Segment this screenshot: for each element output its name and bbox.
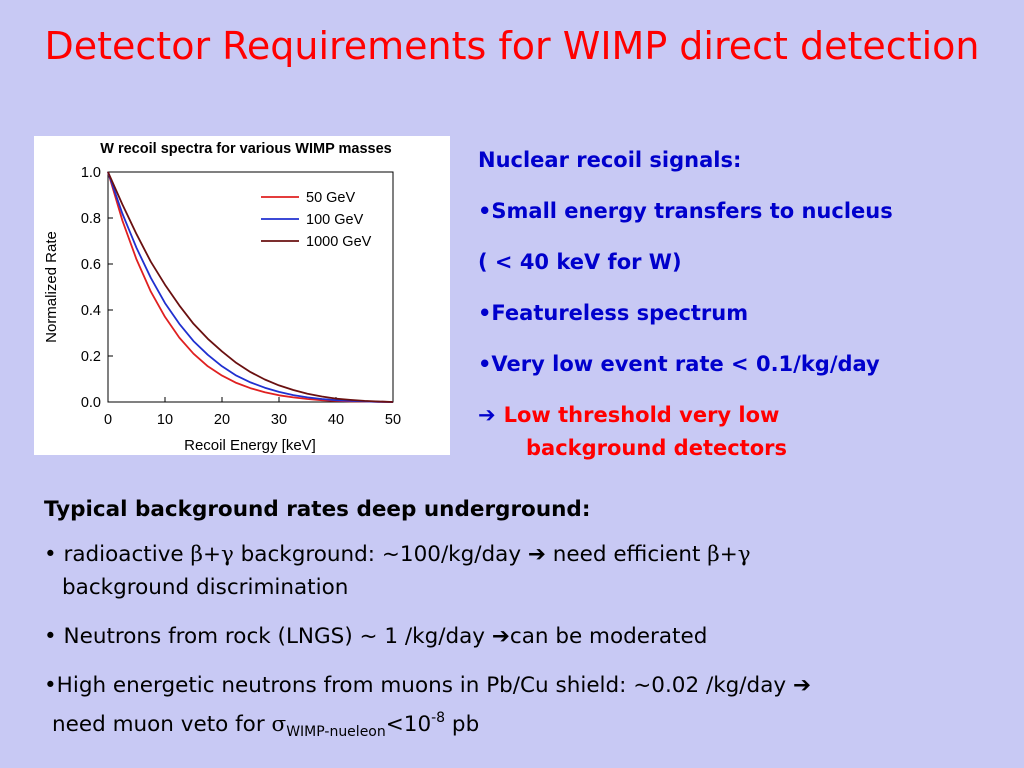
radioactive-rate: background: ~100/kg/day [233, 542, 528, 567]
y-tick-label: 0.8 [81, 211, 101, 227]
recoil-bullet-2: ( < 40 keV for W) [478, 250, 682, 274]
need-efficient-text: need efficient [545, 542, 708, 567]
legend-label: 50 GeV [306, 190, 355, 206]
sigma-subscript: WIMP-nueleon [286, 724, 386, 740]
moderated-text: can be moderated [509, 624, 708, 649]
chart-title: W recoil spectra for various WIMP masses [100, 141, 391, 157]
x-tick-label: 30 [271, 412, 287, 428]
conclusion-line-2: background detectors [526, 436, 788, 460]
recoil-bullet-4: •Very low event rate < 0.1/kg/day [478, 352, 880, 376]
y-tick-label: 0.6 [81, 257, 101, 273]
bullet-neutrons-rock: • Neutrons from rock (LNGS) ~ 1 /kg/day … [44, 620, 1004, 653]
conclusion-line-1: ➔ Low threshold very low [478, 399, 1008, 432]
arrow-right-icon: ➔ [491, 624, 510, 649]
arrow-right-icon: ➔ [527, 542, 546, 567]
x-tick-label: 40 [328, 412, 344, 428]
background-rates-section: Typical background rates deep undergroun… [44, 494, 1004, 749]
plot-frame [107, 171, 394, 403]
gamma-symbol: γ [737, 542, 751, 567]
gamma-symbol: γ [220, 542, 234, 567]
y-tick-label: 0.4 [81, 303, 101, 319]
slide-title: Detector Requirements for WIMP direct de… [44, 24, 980, 68]
series-line-2 [107, 171, 394, 403]
background-heading: Typical background rates deep undergroun… [44, 497, 591, 522]
nuclear-recoil-panel: Nuclear recoil signals: •Small energy tr… [478, 144, 1008, 465]
y-tick-label: 0.0 [81, 395, 101, 411]
conclusion-text-1: Low threshold very low [503, 403, 780, 427]
exponent: -8 [431, 710, 446, 726]
bullet-muon-neutrons: •High energetic neutrons from muons in P… [44, 669, 1004, 702]
neutrons-rock-text: • Neutrons from rock (LNGS) ~ 1 /kg/day [44, 624, 492, 649]
beta-symbol: β [707, 542, 720, 567]
recoil-spectra-chart: W recoil spectra for various WIMP masses… [34, 136, 450, 455]
beta-symbol: β [190, 542, 203, 567]
plus-sign: + [202, 542, 221, 567]
recoil-heading: Nuclear recoil signals: [478, 148, 742, 172]
bullet-radioactive-text: • radioactive [44, 542, 191, 567]
y-tick-label: 1.0 [81, 165, 101, 181]
bullet-muon-veto: need muon veto for σWIMP-nueleon<10-8 pb [44, 702, 1004, 749]
bullet-radioactive: • radioactive β+γ background: ~100/kg/da… [44, 538, 1004, 571]
x-tick-label: 0 [104, 412, 112, 428]
x-tick-label: 10 [157, 412, 173, 428]
chart-svg: W recoil spectra for various WIMP masses… [43, 141, 401, 454]
recoil-bullet-3: •Featureless spectrum [478, 301, 749, 325]
arrow-right-icon: ➔ [478, 403, 496, 427]
less-than-ten: <10 [385, 712, 432, 737]
x-tick-label: 50 [385, 412, 401, 428]
x-tick-label: 20 [214, 412, 230, 428]
sigma-symbol: σ [271, 712, 287, 737]
arrow-right-icon: ➔ [792, 673, 811, 698]
plus-sign: + [719, 542, 738, 567]
x-axis-label: Recoil Energy [keV] [184, 437, 316, 454]
recoil-bullet-1: •Small energy transfers to nucleus [478, 199, 893, 223]
legend-label: 1000 GeV [306, 234, 372, 250]
muon-veto-text: need muon veto for [52, 712, 272, 737]
legend-label: 100 GeV [306, 212, 364, 228]
muon-neutrons-text: •High energetic neutrons from muons in P… [44, 673, 793, 698]
unit-pb: pb [445, 712, 480, 737]
bullet-radioactive-line-2: background discrimination [62, 575, 349, 600]
y-axis-label: Normalized Rate [43, 231, 60, 343]
series-line-0 [107, 171, 394, 403]
series-line-1 [107, 171, 394, 403]
y-tick-label: 0.2 [81, 349, 101, 365]
